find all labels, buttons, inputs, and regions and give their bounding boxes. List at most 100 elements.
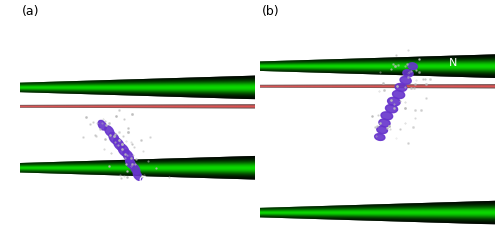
Polygon shape bbox=[260, 71, 495, 78]
Polygon shape bbox=[260, 213, 495, 214]
Polygon shape bbox=[20, 90, 255, 94]
Polygon shape bbox=[20, 88, 255, 89]
Polygon shape bbox=[20, 92, 255, 99]
Polygon shape bbox=[20, 160, 255, 165]
Polygon shape bbox=[260, 63, 495, 65]
Polygon shape bbox=[20, 165, 255, 167]
Text: N: N bbox=[68, 117, 76, 127]
Polygon shape bbox=[20, 171, 255, 176]
Polygon shape bbox=[260, 66, 495, 67]
Polygon shape bbox=[20, 170, 255, 175]
Polygon shape bbox=[20, 171, 255, 177]
Polygon shape bbox=[260, 208, 495, 211]
Polygon shape bbox=[260, 212, 495, 213]
Polygon shape bbox=[260, 68, 495, 71]
Polygon shape bbox=[260, 84, 495, 85]
Polygon shape bbox=[20, 107, 255, 108]
Polygon shape bbox=[260, 206, 495, 210]
Polygon shape bbox=[260, 208, 495, 211]
Polygon shape bbox=[260, 67, 495, 68]
Polygon shape bbox=[260, 69, 495, 73]
Polygon shape bbox=[260, 64, 495, 65]
Polygon shape bbox=[20, 162, 255, 166]
Polygon shape bbox=[260, 55, 495, 62]
Polygon shape bbox=[260, 56, 495, 62]
Polygon shape bbox=[260, 208, 495, 211]
Polygon shape bbox=[260, 213, 495, 214]
Polygon shape bbox=[20, 90, 255, 93]
Polygon shape bbox=[260, 215, 495, 220]
Polygon shape bbox=[260, 207, 495, 210]
Polygon shape bbox=[260, 203, 495, 209]
Polygon shape bbox=[20, 78, 255, 84]
Polygon shape bbox=[20, 90, 255, 95]
Polygon shape bbox=[260, 210, 495, 212]
Polygon shape bbox=[20, 92, 255, 98]
Polygon shape bbox=[20, 88, 255, 90]
Polygon shape bbox=[20, 81, 255, 85]
Polygon shape bbox=[260, 217, 495, 224]
Polygon shape bbox=[20, 158, 255, 164]
Polygon shape bbox=[260, 212, 495, 213]
Polygon shape bbox=[260, 202, 495, 208]
Polygon shape bbox=[20, 107, 255, 108]
Polygon shape bbox=[20, 157, 255, 163]
Polygon shape bbox=[260, 70, 495, 77]
Polygon shape bbox=[260, 68, 495, 71]
Ellipse shape bbox=[381, 112, 392, 120]
Ellipse shape bbox=[105, 126, 114, 136]
Polygon shape bbox=[20, 161, 255, 165]
Polygon shape bbox=[260, 207, 495, 211]
Polygon shape bbox=[260, 66, 495, 67]
Polygon shape bbox=[20, 172, 255, 180]
Polygon shape bbox=[20, 167, 255, 168]
Polygon shape bbox=[260, 215, 495, 219]
Polygon shape bbox=[20, 91, 255, 96]
Ellipse shape bbox=[114, 138, 124, 150]
Polygon shape bbox=[260, 70, 495, 76]
Polygon shape bbox=[260, 69, 495, 74]
Polygon shape bbox=[260, 201, 495, 208]
Polygon shape bbox=[20, 105, 255, 106]
Polygon shape bbox=[260, 69, 495, 75]
Polygon shape bbox=[260, 215, 495, 220]
Polygon shape bbox=[260, 215, 495, 219]
Polygon shape bbox=[20, 89, 255, 92]
Polygon shape bbox=[260, 69, 495, 74]
Polygon shape bbox=[260, 211, 495, 212]
Polygon shape bbox=[20, 159, 255, 164]
Polygon shape bbox=[20, 168, 255, 169]
Polygon shape bbox=[20, 168, 255, 170]
Polygon shape bbox=[20, 83, 255, 86]
Polygon shape bbox=[260, 214, 495, 217]
Polygon shape bbox=[260, 214, 495, 217]
Polygon shape bbox=[20, 160, 255, 165]
Polygon shape bbox=[20, 160, 255, 165]
Polygon shape bbox=[260, 58, 495, 63]
Polygon shape bbox=[20, 90, 255, 94]
Polygon shape bbox=[20, 78, 255, 84]
Polygon shape bbox=[20, 89, 255, 92]
Polygon shape bbox=[260, 69, 495, 74]
Polygon shape bbox=[20, 164, 255, 167]
Polygon shape bbox=[20, 171, 255, 175]
Ellipse shape bbox=[395, 83, 407, 91]
Ellipse shape bbox=[130, 164, 140, 174]
Polygon shape bbox=[20, 158, 255, 164]
Polygon shape bbox=[20, 163, 255, 166]
Polygon shape bbox=[20, 89, 255, 91]
Polygon shape bbox=[20, 172, 255, 179]
Polygon shape bbox=[20, 88, 255, 90]
Polygon shape bbox=[260, 55, 495, 62]
Polygon shape bbox=[260, 60, 495, 64]
Polygon shape bbox=[260, 71, 495, 78]
Polygon shape bbox=[20, 81, 255, 85]
Ellipse shape bbox=[403, 70, 413, 77]
Polygon shape bbox=[20, 88, 255, 91]
Polygon shape bbox=[20, 82, 255, 85]
Polygon shape bbox=[260, 209, 495, 212]
Polygon shape bbox=[260, 67, 495, 68]
Polygon shape bbox=[20, 76, 255, 83]
Polygon shape bbox=[20, 92, 255, 99]
Polygon shape bbox=[20, 168, 255, 169]
